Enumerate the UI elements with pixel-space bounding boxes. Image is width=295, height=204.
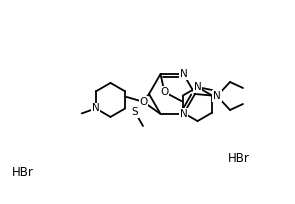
Text: N: N [92, 103, 100, 113]
Text: O: O [160, 87, 169, 97]
Text: HBr: HBr [228, 152, 250, 164]
Text: N: N [194, 82, 201, 92]
Text: N: N [213, 91, 221, 101]
Text: N: N [180, 69, 187, 79]
Text: N: N [180, 109, 187, 119]
Text: HBr: HBr [12, 165, 34, 178]
Text: O: O [139, 97, 148, 107]
Text: S: S [132, 107, 138, 117]
